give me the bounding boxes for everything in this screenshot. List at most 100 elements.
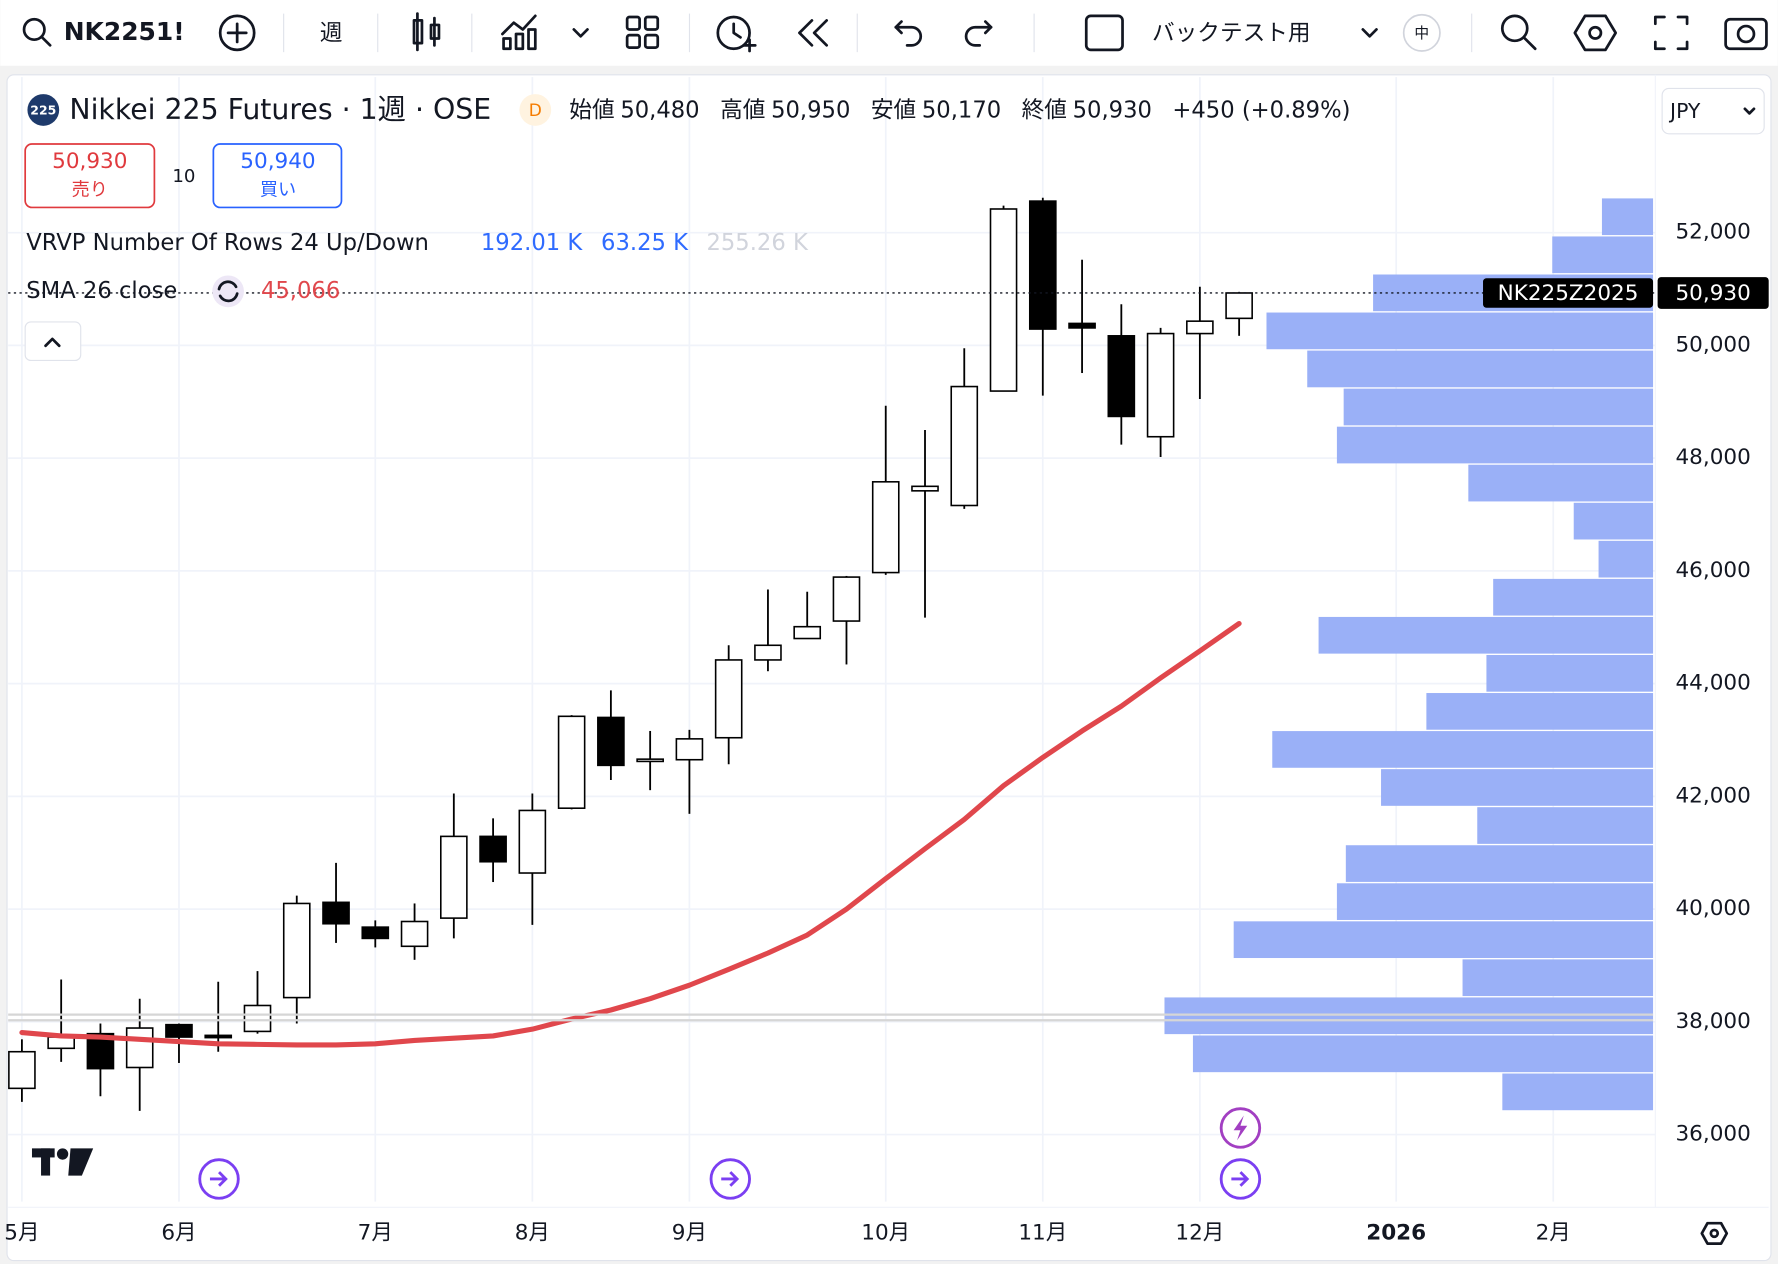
candle-body — [597, 716, 625, 767]
volume-profile-row — [1601, 198, 1654, 236]
volume-profile-row — [1468, 464, 1654, 502]
y-tick-label: 40,000 — [1676, 896, 1751, 921]
lang-circle[interactable] — [1402, 13, 1441, 52]
sma-name[interactable]: SMA 26 close — [26, 278, 177, 304]
quantity[interactable]: 10 — [172, 166, 195, 187]
symbol-label-box — [1483, 278, 1654, 308]
add-symbol[interactable] — [218, 14, 256, 52]
redo-icon[interactable] — [964, 20, 993, 47]
volume-profile-row — [1426, 693, 1654, 730]
x-tick-label: 6月 — [161, 1220, 196, 1245]
candle-body — [871, 481, 900, 574]
candle-body — [204, 1034, 233, 1039]
chart-title: Nikkei 225 Futures · 1週 · OSE — [69, 93, 491, 126]
settings-icon[interactable] — [1573, 14, 1618, 52]
fullscreen-icon[interactable] — [1653, 15, 1689, 51]
candle-body — [1186, 320, 1214, 335]
volume-profile-row — [1502, 1073, 1654, 1111]
ohlc-value: 50,930 — [1073, 98, 1152, 124]
layout-name[interactable]: バックテスト用 — [1152, 21, 1311, 47]
sell-price[interactable]: 50,930 — [52, 149, 127, 174]
candle-body — [8, 1050, 36, 1090]
event-icon[interactable] — [1219, 1158, 1262, 1200]
candle-body — [165, 1023, 193, 1038]
vrvp-name[interactable]: VRVP Number Of Rows 24 Up/Down — [26, 230, 429, 256]
x-tick-label: 9月 — [672, 1220, 707, 1245]
sell-button[interactable] — [24, 143, 156, 209]
alert-icon[interactable] — [716, 15, 757, 53]
dividend-icon[interactable] — [1219, 1107, 1262, 1149]
event-icon[interactable] — [709, 1158, 751, 1200]
sma-value: 45,066 — [261, 278, 340, 304]
ohlc-label: 高値 — [720, 98, 765, 124]
y-tick-label: 48,000 — [1676, 445, 1751, 470]
sell-label[interactable]: 売り — [72, 179, 108, 200]
ohlc-value: 50,170 — [922, 98, 1001, 124]
symbol[interactable]: NK2251! — [64, 17, 185, 46]
chart-type-icon[interactable] — [412, 12, 441, 52]
buy-price[interactable]: 50,940 — [240, 149, 315, 174]
search-icon[interactable] — [22, 17, 52, 47]
tradingview-logo — [31, 1148, 94, 1176]
buy-label[interactable]: 買い — [260, 179, 296, 200]
lang[interactable]: 中 — [1414, 25, 1429, 42]
volume-profile-row — [1336, 426, 1654, 464]
volume-profile-row — [1462, 959, 1654, 997]
candle-body — [989, 208, 1018, 392]
currency-select[interactable] — [1661, 87, 1765, 135]
axis-settings[interactable] — [1700, 1221, 1729, 1245]
candle-body — [754, 644, 782, 661]
candle-body — [479, 835, 507, 863]
loading-arrows — [217, 280, 239, 303]
chevron[interactable] — [1361, 28, 1378, 38]
volume-profile-row — [1381, 769, 1654, 806]
indicators-icon[interactable] — [501, 14, 537, 51]
ohlc-value: 50,950 — [771, 98, 850, 124]
candle-body — [714, 659, 743, 739]
ohlc-label: 始値 — [569, 98, 614, 124]
candle-body — [793, 625, 822, 640]
candle-body — [518, 809, 547, 874]
replay-icon[interactable] — [798, 19, 829, 47]
badge-circle — [519, 94, 552, 126]
candle-body — [832, 576, 861, 622]
candle-body — [1107, 335, 1136, 418]
event-icon[interactable] — [198, 1158, 240, 1200]
last-price-box — [1657, 277, 1769, 309]
vrvp-up: 192.01 K — [481, 230, 583, 256]
chevron[interactable] — [572, 28, 589, 38]
candle-body — [361, 926, 390, 940]
candle-body — [557, 715, 586, 809]
candle-body — [439, 835, 468, 919]
y-tick-label: 52,000 — [1676, 220, 1751, 245]
undo-icon[interactable] — [894, 20, 923, 47]
layout-icon[interactable] — [625, 15, 660, 49]
quick-search-icon[interactable] — [1500, 14, 1537, 51]
volume-profile-row — [1552, 236, 1654, 274]
last-price-label: 50,930 — [1676, 281, 1751, 306]
x-tick-label: 10月 — [861, 1220, 910, 1245]
y-tick-label: 50,000 — [1676, 332, 1751, 357]
snapshot-icon[interactable] — [1724, 17, 1768, 51]
chevron — [1743, 107, 1756, 115]
volume-profile-row — [1336, 883, 1654, 920]
candle-body — [950, 385, 979, 507]
currency[interactable]: JPY — [1668, 99, 1701, 123]
x-tick-label: 11月 — [1018, 1220, 1067, 1245]
candle-body — [1028, 200, 1057, 330]
layout-square[interactable] — [1084, 14, 1124, 52]
candle-body — [400, 920, 429, 948]
y-tick-label: 36,000 — [1676, 1122, 1751, 1147]
symbol-logo — [27, 94, 60, 126]
volume-profile-row — [1493, 578, 1654, 616]
interval[interactable]: 週 — [320, 21, 343, 47]
volume-profile-row — [1345, 845, 1654, 882]
toolbar — [0, 0, 1778, 66]
buy-button[interactable] — [212, 143, 343, 209]
candle-body — [911, 485, 939, 492]
volume-profile-row — [1318, 616, 1654, 654]
candle-body — [125, 1027, 154, 1069]
badge: D — [529, 101, 542, 121]
candle-body — [243, 1004, 272, 1033]
